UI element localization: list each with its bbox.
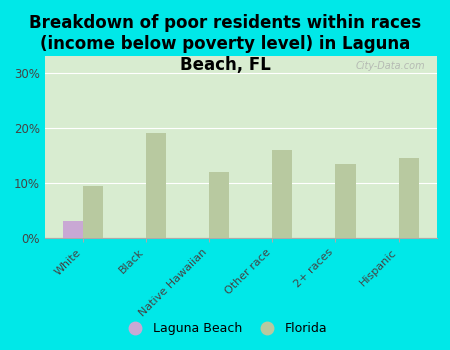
- Bar: [335, 163, 356, 238]
- Text: Breakdown of poor residents within races
(income below poverty level) in Laguna
: Breakdown of poor residents within races…: [29, 14, 421, 74]
- Bar: [146, 133, 166, 238]
- Bar: [272, 150, 292, 238]
- Bar: [209, 172, 230, 238]
- Bar: [63, 222, 83, 238]
- Legend: Laguna Beach, Florida: Laguna Beach, Florida: [118, 317, 332, 340]
- Bar: [83, 186, 103, 238]
- Bar: [399, 158, 418, 238]
- Text: City-Data.com: City-Data.com: [355, 62, 425, 71]
